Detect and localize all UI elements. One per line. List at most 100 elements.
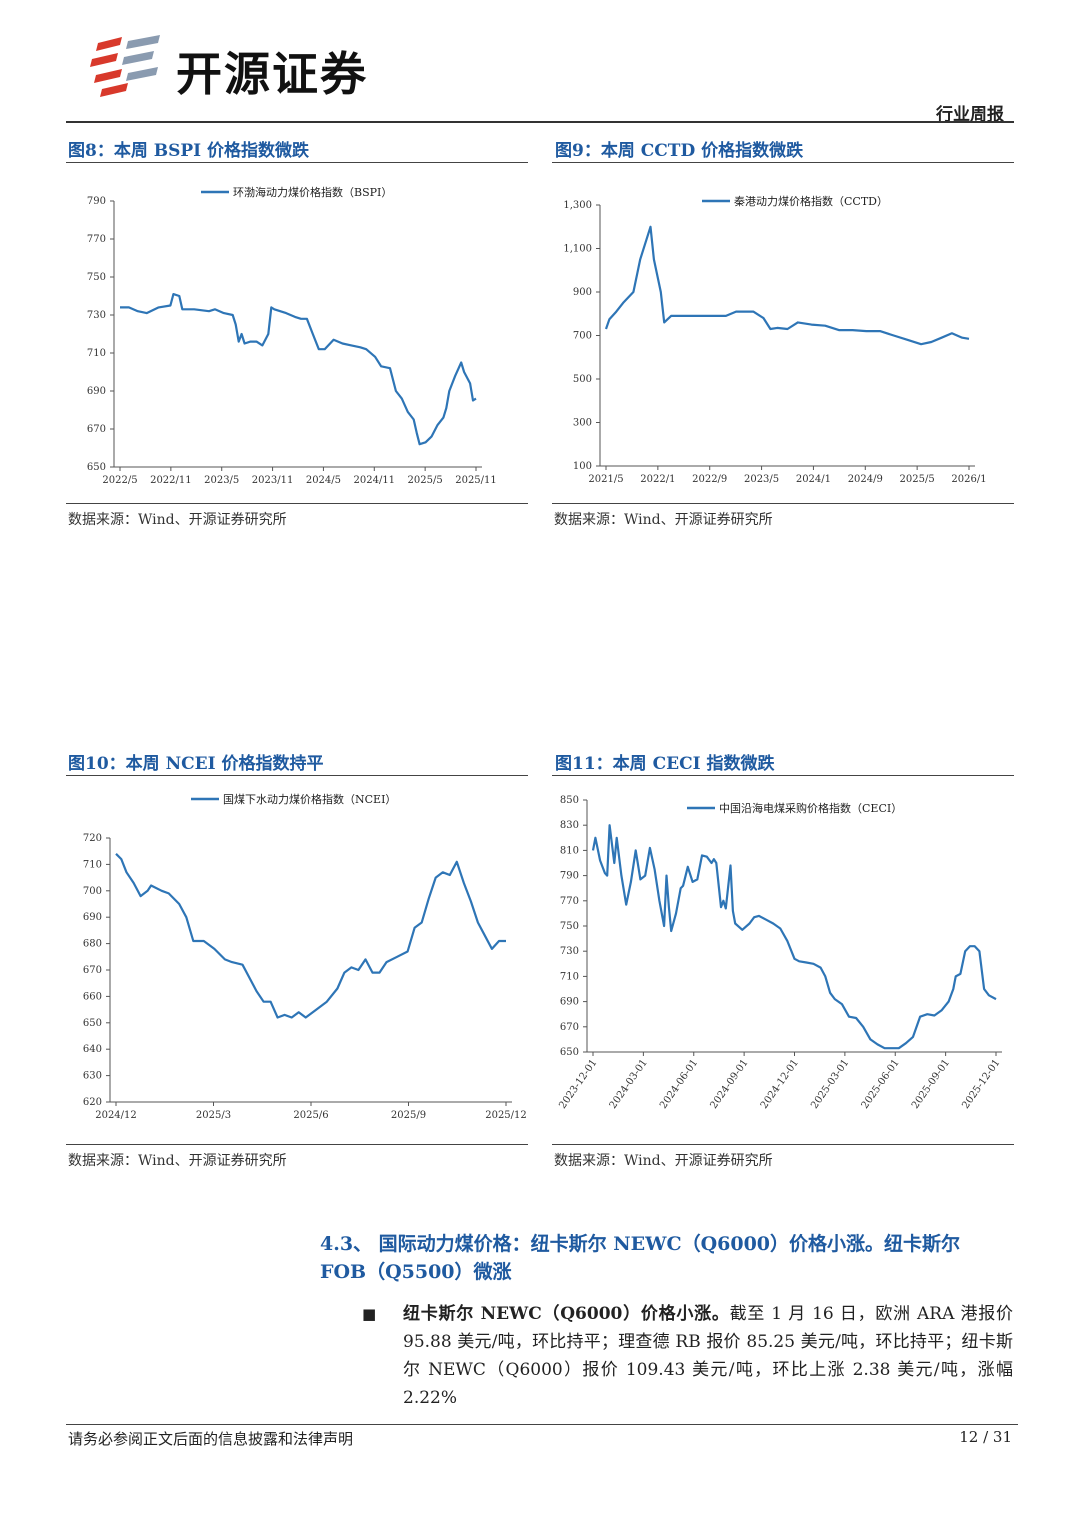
footer-page-number: 12 / 31 bbox=[959, 1428, 1012, 1446]
y-tick-label: 300 bbox=[573, 418, 592, 429]
y-tick-label: 710 bbox=[83, 859, 102, 870]
legend-label: 环渤海动力煤价格指数（BSPI） bbox=[233, 185, 392, 199]
x-tick-label: 2023-12-01 bbox=[557, 1057, 599, 1111]
figure-8-chart: 790 770 750 730 710 690 670 650 2022/5 2022/11 202… bbox=[87, 185, 497, 486]
figure-8-title-rule bbox=[66, 162, 528, 163]
y-tick-label: 710 bbox=[560, 971, 579, 982]
x-tick-label: 2025/5 bbox=[900, 474, 935, 485]
figure-9-title: 图9：本周 CCTD 价格指数微跌 bbox=[555, 141, 804, 161]
y-tick-label: 850 bbox=[560, 795, 579, 806]
series-line bbox=[115, 853, 506, 1019]
y-tick-label: 810 bbox=[560, 845, 579, 856]
x-tick-label: 2023/5 bbox=[744, 474, 779, 485]
y-tick-label: 1,300 bbox=[563, 200, 592, 211]
legend-label: 秦港动力煤价格指数（CCTD） bbox=[734, 194, 888, 208]
series-line bbox=[604, 225, 970, 346]
y-tick-label: 710 bbox=[87, 348, 106, 359]
logo-mark-icon bbox=[90, 35, 160, 97]
y-tick-label: 670 bbox=[83, 965, 102, 976]
y-tick-label: 670 bbox=[87, 424, 106, 435]
y-tick-label: 790 bbox=[560, 871, 579, 882]
x-tick-label: 2025/11 bbox=[455, 475, 497, 486]
figure-10-source: 数据来源：Wind、开源证券研究所 bbox=[68, 1153, 287, 1169]
brand-logo bbox=[88, 35, 166, 97]
legend-label: 中国沿海电煤采购价格指数（CECI） bbox=[719, 801, 902, 815]
x-tick-label: 2025-06-01 bbox=[860, 1057, 902, 1111]
x-tick-label: 2024-12-01 bbox=[759, 1057, 801, 1111]
y-tick-label: 500 bbox=[573, 374, 592, 385]
newc-paragraph-body: 截至 1 月 16 日，欧洲 ARA 港报价 95.88 美元/吨，环比持平；理… bbox=[403, 1304, 1013, 1408]
figure-8-source: 数据来源：Wind、开源证券研究所 bbox=[68, 512, 287, 528]
bullet-icon: ■ bbox=[362, 1305, 377, 1323]
y-tick-label: 720 bbox=[83, 833, 102, 844]
x-tick-label: 2025-03-01 bbox=[809, 1057, 851, 1111]
y-tick-label: 900 bbox=[573, 287, 592, 298]
x-tick-label: 2025/6 bbox=[293, 1110, 328, 1121]
x-tick-label: 2025-12-01 bbox=[960, 1057, 1002, 1111]
header-rule bbox=[66, 121, 1014, 123]
figure-11-chart: 850 830 810 790 770 750 730 710 690 670 6502023-12… bbox=[557, 795, 1002, 1111]
y-tick-label: 790 bbox=[87, 196, 106, 207]
figure-10-title: 图10：本周 NCEI 价格指数持平 bbox=[68, 754, 324, 774]
y-tick-label: 770 bbox=[560, 896, 579, 907]
x-tick-label: 2025/9 bbox=[391, 1110, 426, 1121]
y-tick-label: 750 bbox=[87, 272, 106, 283]
y-tick-label: 660 bbox=[83, 991, 102, 1002]
y-tick-label: 650 bbox=[83, 1018, 102, 1029]
y-tick-label: 650 bbox=[560, 1047, 579, 1058]
x-tick-label: 2022/1 bbox=[640, 474, 675, 485]
report-type: 行业周报 bbox=[936, 105, 1004, 125]
figure-10-chart: 720 710 700 690 680 670 660 650 640 630 620 2024/12… bbox=[83, 792, 527, 1121]
x-tick-label: 2023/5 bbox=[204, 475, 239, 486]
x-tick-label: 2022/5 bbox=[102, 475, 137, 486]
x-tick-label: 2026/1 bbox=[951, 474, 986, 485]
y-tick-label: 700 bbox=[83, 886, 102, 897]
legend-label: 国煤下水动力煤价格指数（NCEI） bbox=[223, 792, 396, 806]
figure-9-title-rule bbox=[552, 162, 1014, 163]
series-line bbox=[591, 824, 997, 1050]
y-tick-label: 730 bbox=[560, 946, 579, 957]
x-tick-label: 2024/1 bbox=[796, 474, 831, 485]
newc-paragraph-lead: 纽卡斯尔 NEWC（Q6000）价格小涨。 bbox=[403, 1304, 730, 1324]
figure-9-bottom-rule bbox=[552, 503, 1014, 504]
figure-11-title: 图11：本周 CECI 指数微跌 bbox=[555, 754, 775, 774]
x-tick-label: 2022/11 bbox=[150, 475, 192, 486]
y-tick-label: 1,100 bbox=[563, 244, 592, 255]
x-tick-label: 2022/9 bbox=[692, 474, 727, 485]
x-tick-label: 2024/12 bbox=[95, 1110, 137, 1121]
y-tick-label: 680 bbox=[83, 939, 102, 950]
figure-9-chart: 1,300 1,100 900 700 500 300 100 2021/5 2022/1 202… bbox=[563, 194, 986, 485]
x-tick-label: 2024-09-01 bbox=[709, 1057, 751, 1111]
figure-8-bottom-rule bbox=[66, 503, 528, 504]
y-tick-label: 630 bbox=[83, 1071, 102, 1082]
y-tick-label: 690 bbox=[83, 912, 102, 923]
y-tick-label: 690 bbox=[87, 386, 106, 397]
newc-paragraph: 纽卡斯尔 NEWC（Q6000）价格小涨。截至 1 月 16 日，欧洲 ARA … bbox=[403, 1300, 1013, 1412]
brand-name: 开源证券 bbox=[176, 47, 368, 101]
x-tick-label: 2025/5 bbox=[408, 475, 443, 486]
y-tick-label: 620 bbox=[83, 1097, 102, 1108]
x-tick-label: 2024-03-01 bbox=[608, 1057, 650, 1111]
y-tick-label: 670 bbox=[560, 1022, 579, 1033]
series-line bbox=[120, 293, 477, 446]
x-tick-label: 2024/9 bbox=[848, 474, 883, 485]
figure-10-title-rule bbox=[66, 775, 528, 776]
x-tick-label: 2021/5 bbox=[588, 474, 623, 485]
y-tick-label: 100 bbox=[573, 461, 592, 472]
x-tick-label: 2024/11 bbox=[354, 475, 396, 486]
x-tick-label: 2024-06-01 bbox=[658, 1057, 700, 1111]
footer-disclaimer: 请务必参阅正文后面的信息披露和法律声明 bbox=[68, 1430, 354, 1448]
y-tick-label: 830 bbox=[560, 820, 579, 831]
x-tick-label: 2025-09-01 bbox=[910, 1057, 952, 1111]
footer-rule bbox=[66, 1424, 1018, 1425]
y-tick-label: 650 bbox=[87, 462, 106, 473]
y-tick-label: 770 bbox=[87, 234, 106, 245]
y-tick-label: 640 bbox=[83, 1044, 102, 1055]
figure-11-source: 数据来源：Wind、开源证券研究所 bbox=[554, 1153, 773, 1169]
figure-9-source: 数据来源：Wind、开源证券研究所 bbox=[554, 512, 773, 528]
figure-11-title-rule bbox=[552, 775, 1014, 776]
section-4-3-title: 4.3、 国际动力煤价格：纽卡斯尔 NEWC（Q6000）价格小涨。纽卡斯尔 F… bbox=[320, 1233, 961, 1283]
x-tick-label: 2025/12 bbox=[485, 1110, 527, 1121]
figure-8-title: 图8：本周 BSPI 价格指数微跌 bbox=[68, 141, 310, 161]
figure-11-bottom-rule bbox=[552, 1144, 1014, 1145]
